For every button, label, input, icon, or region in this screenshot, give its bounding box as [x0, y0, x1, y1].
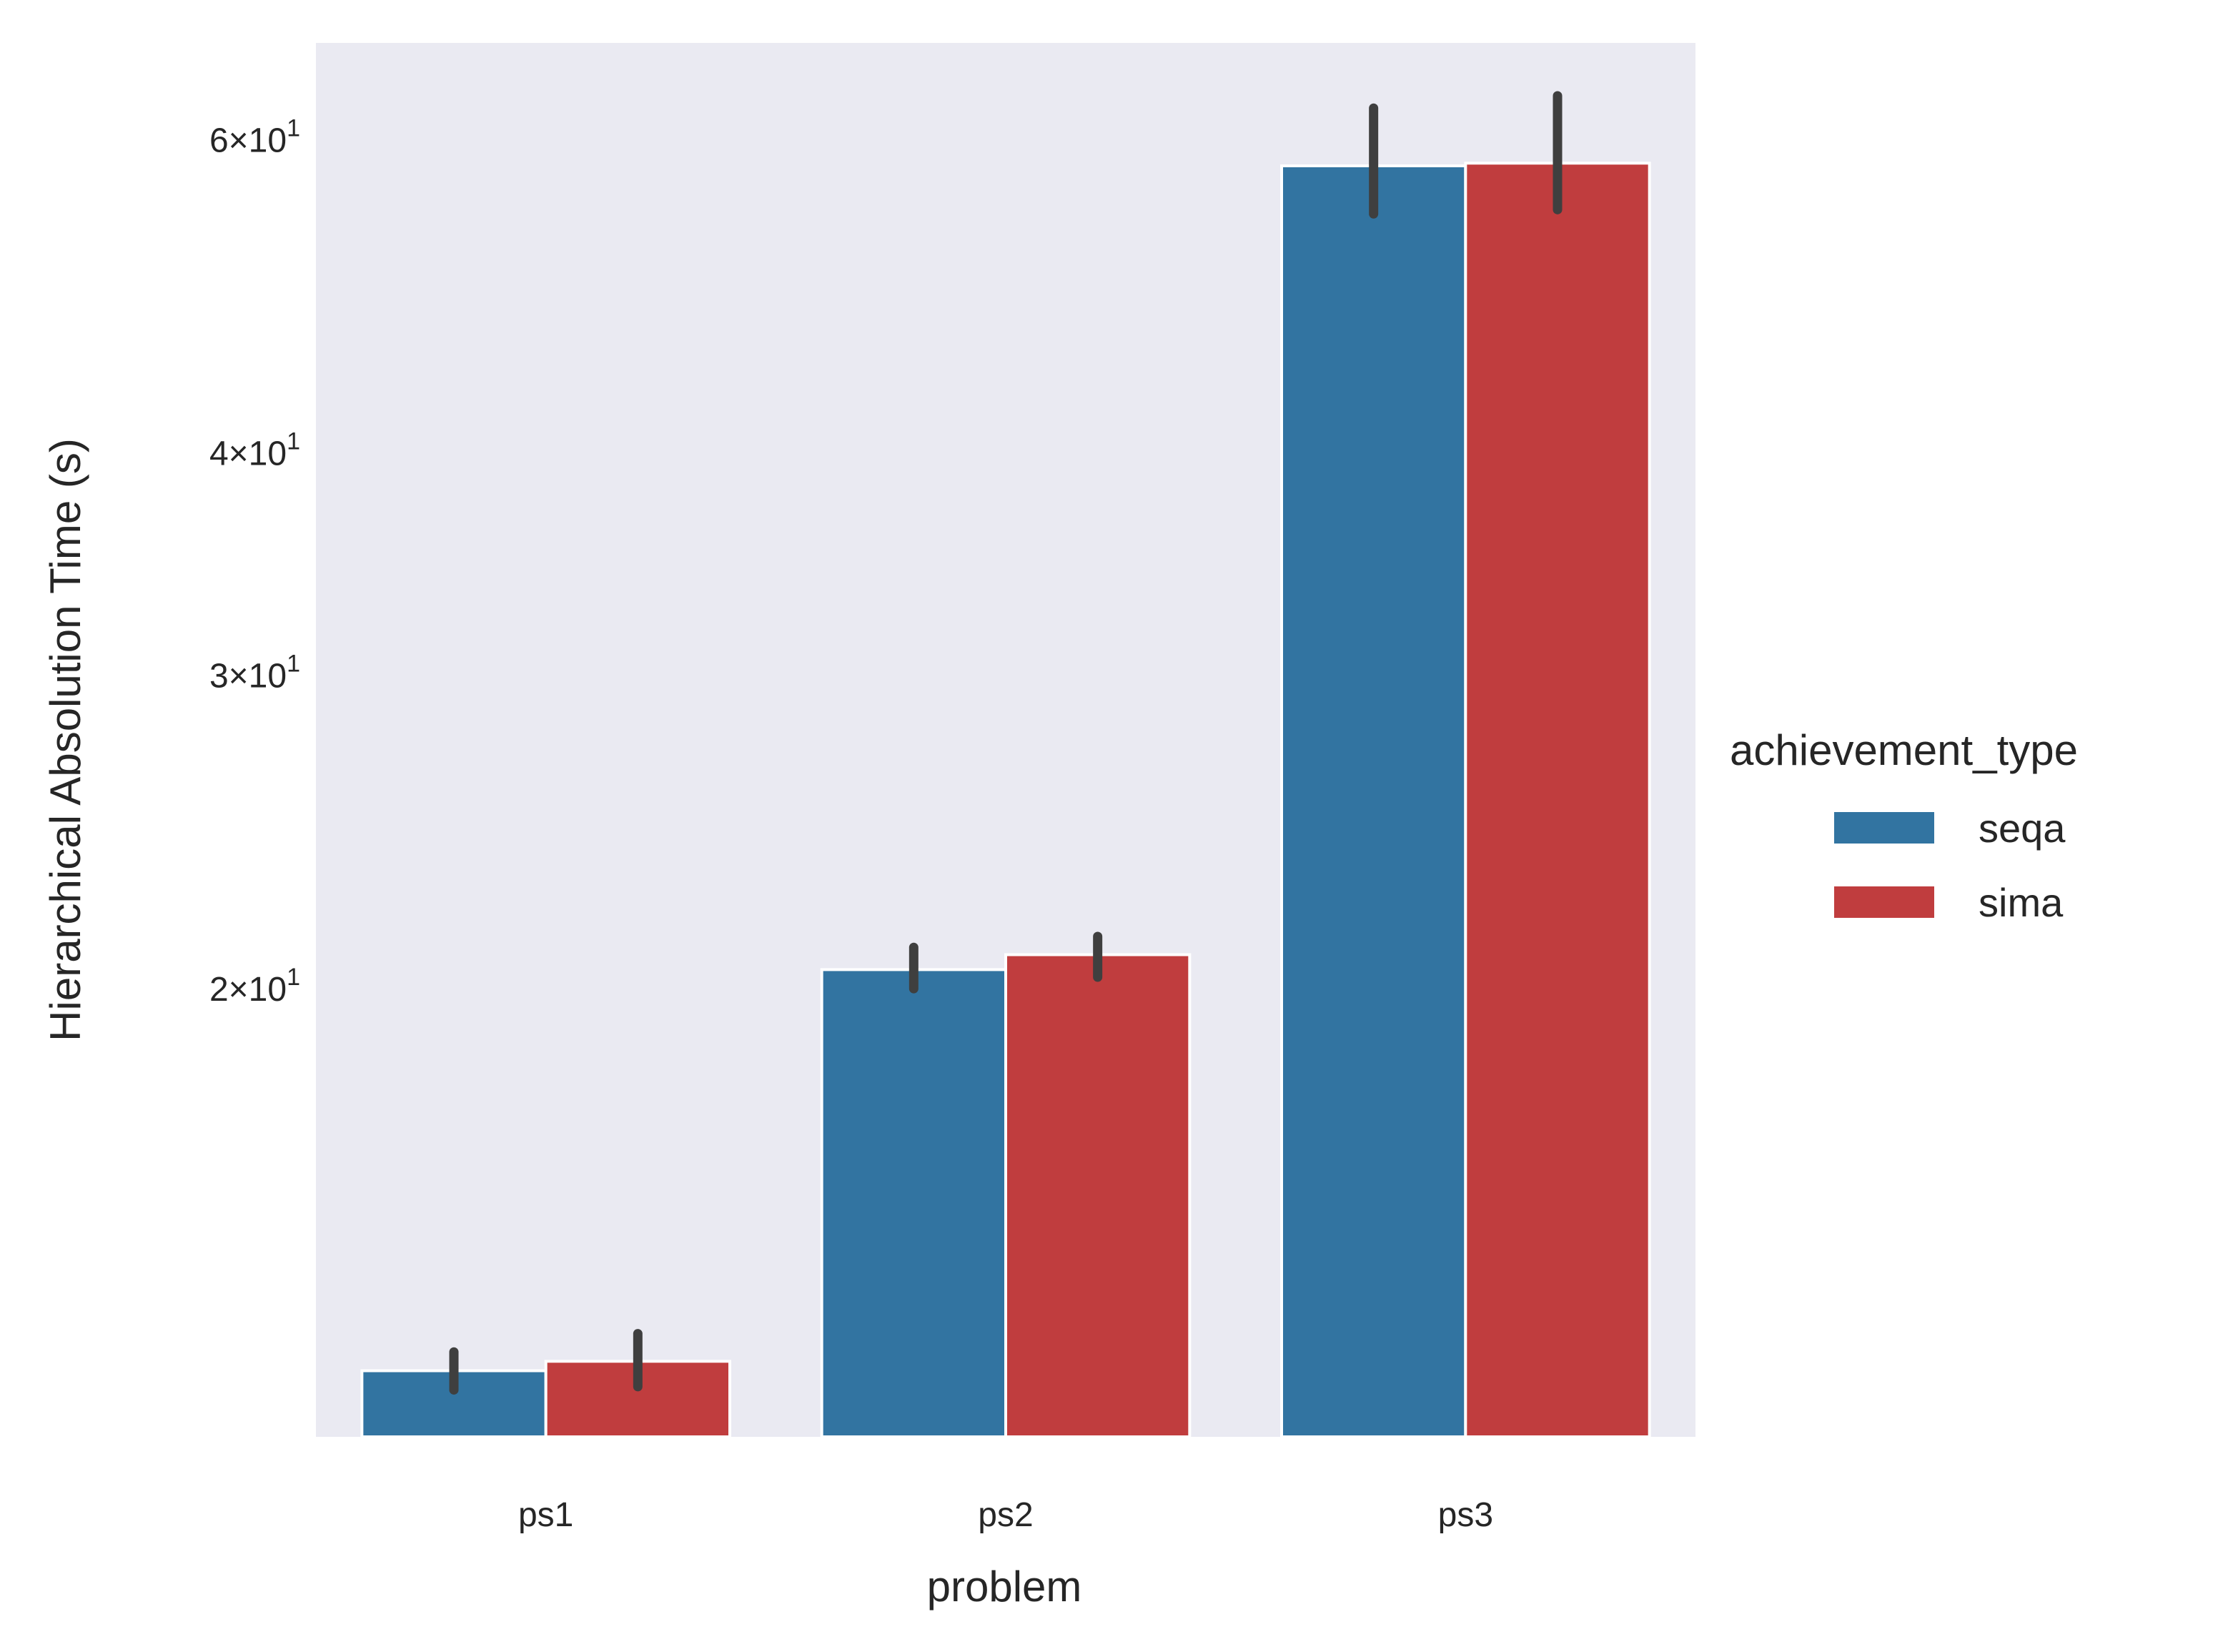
x-tick-labels: ps1 ps2 ps3 [518, 1496, 1493, 1534]
legend-title: achievement_type [1730, 726, 2078, 774]
x-tick-label-ps2: ps2 [978, 1496, 1033, 1534]
y-tick-labels: 2×101 3×101 4×101 6×101 [209, 114, 300, 1009]
errorbars-layer [449, 91, 1563, 1395]
x-tick-label-ps3: ps3 [1438, 1496, 1493, 1534]
y-axis-label: Hierarchical Absolution Time (s) [41, 438, 89, 1042]
y-tick-label-30: 3×101 [209, 651, 300, 696]
legend-swatch-seqa [1834, 812, 1934, 844]
x-axis-label: problem [927, 1563, 1082, 1611]
legend-label-sima: sima [1979, 880, 2064, 925]
legend-label-seqa: seqa [1979, 806, 2066, 851]
y-tick-label-20: 2×101 [209, 964, 300, 1009]
bar-ps3-sima [1464, 162, 1651, 1439]
y-tick-label-40: 4×101 [209, 428, 300, 473]
legend: achievement_type seqa sima [1730, 726, 2078, 925]
bar-ps2-seqa [820, 968, 1007, 1439]
bar-ps3-seqa [1280, 164, 1467, 1439]
y-tick-label-60: 6×101 [209, 114, 300, 159]
bar-ps2-sima [1004, 953, 1192, 1438]
x-tick-label-ps1: ps1 [518, 1496, 573, 1534]
legend-swatch-sima [1834, 886, 1934, 918]
bars-layer [360, 162, 1651, 1439]
